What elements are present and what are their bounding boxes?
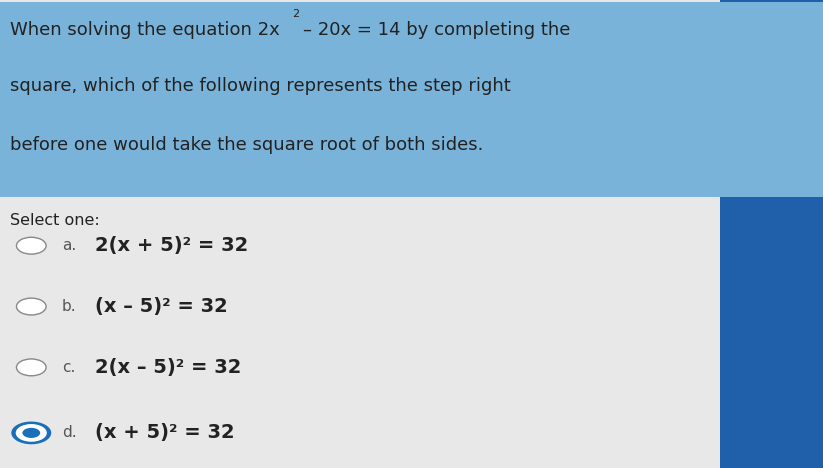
Circle shape xyxy=(22,428,40,438)
Text: When solving the equation 2x: When solving the equation 2x xyxy=(10,21,280,39)
FancyBboxPatch shape xyxy=(0,2,823,197)
Text: – 20x = 14 by completing the: – 20x = 14 by completing the xyxy=(303,21,570,39)
Text: a.: a. xyxy=(62,238,76,253)
Text: 2(x – 5)² = 32: 2(x – 5)² = 32 xyxy=(95,358,241,377)
Text: 2(x + 5)² = 32: 2(x + 5)² = 32 xyxy=(95,236,248,255)
Text: d.: d. xyxy=(62,425,77,440)
Circle shape xyxy=(16,237,46,254)
Text: b.: b. xyxy=(62,299,77,314)
Text: 2: 2 xyxy=(292,9,300,19)
Text: (x + 5)² = 32: (x + 5)² = 32 xyxy=(95,424,235,442)
Text: square, which of the following represents the step right: square, which of the following represent… xyxy=(10,77,510,95)
Text: c.: c. xyxy=(62,360,75,375)
Circle shape xyxy=(16,424,47,442)
Circle shape xyxy=(16,359,46,376)
Text: before one would take the square root of both sides.: before one would take the square root of… xyxy=(10,136,483,154)
Text: (x – 5)² = 32: (x – 5)² = 32 xyxy=(95,297,227,316)
Circle shape xyxy=(12,422,51,444)
FancyBboxPatch shape xyxy=(720,0,823,468)
Circle shape xyxy=(16,298,46,315)
Text: Select one:: Select one: xyxy=(10,213,100,228)
